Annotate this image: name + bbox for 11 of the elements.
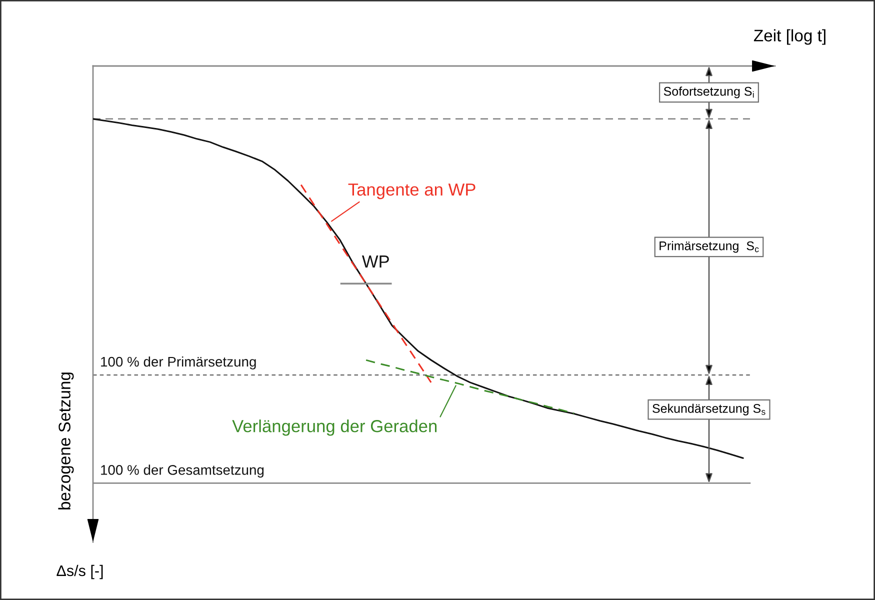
annotation: Sekundärsetzung S$_{s}$ — [652, 404, 766, 416]
ref-line-label: 100 % der Gesamtsetzung — [101, 464, 264, 478]
series-label: Tangente an WP — [348, 184, 476, 200]
annotation: WP — [362, 256, 389, 268]
annotation: Primärsetzung S$_{c}$ — [660, 241, 759, 253]
ref-line-label: 100 % der Primärsetzung — [101, 356, 256, 370]
y-axis-title: bezogene Setzung — [58, 372, 74, 510]
legend-label: Verlängerung der Geraden — [232, 420, 437, 436]
x-axis-title: Zeit [log t] — [754, 29, 826, 45]
annotation: Sofortsetzung S$_{i}$ — [664, 86, 754, 98]
text: Δs/s [-] — [56, 564, 103, 580]
